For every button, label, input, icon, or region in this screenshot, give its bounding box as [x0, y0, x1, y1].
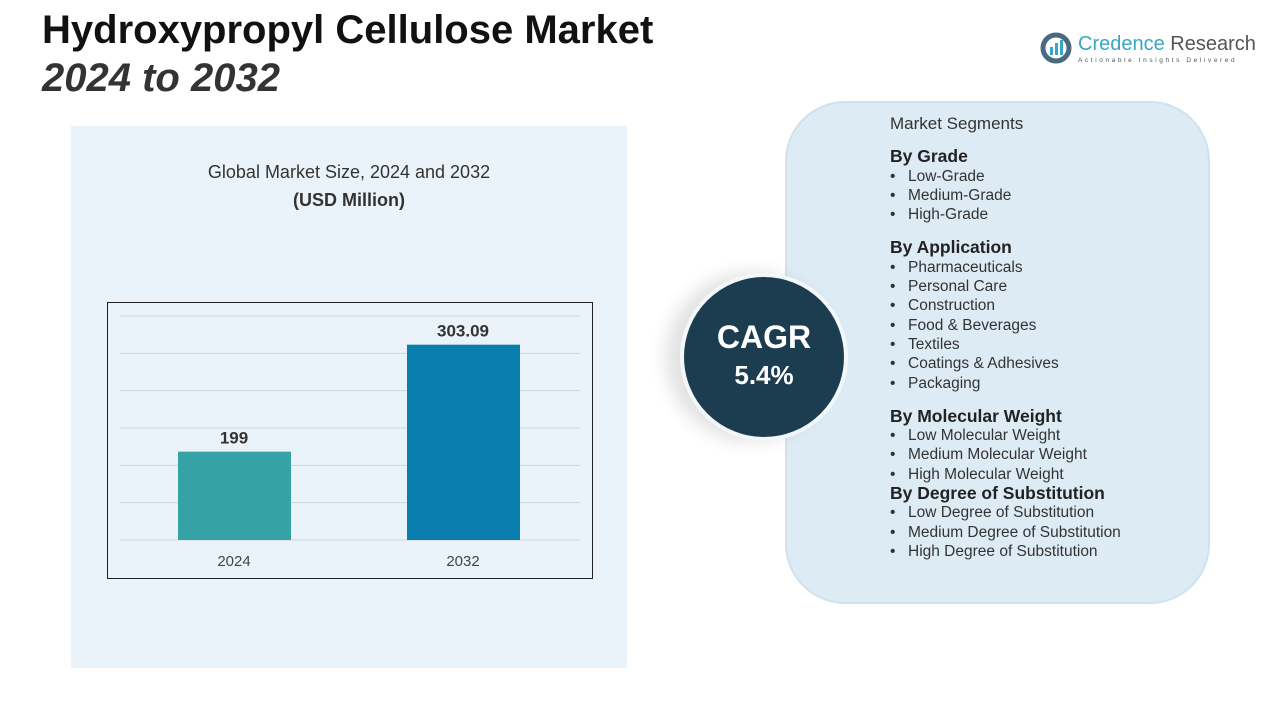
bar-chart: 199 2024 303.09 2032 — [120, 315, 580, 570]
logo-name-2: Research — [1170, 32, 1256, 55]
x-tick-label: 2024 — [217, 553, 250, 570]
segment-item: High Degree of Substitution — [890, 542, 1121, 562]
segments-heading: Market Segments — [890, 114, 1024, 133]
logo-name: Credence — [1078, 32, 1165, 55]
bar-2024 — [178, 451, 291, 540]
segment-item: Food & Beverages — [890, 316, 1121, 336]
x-tick-label: 2032 — [446, 553, 479, 570]
segment-item: High-Grade — [890, 205, 1121, 225]
cagr-label: CAGR — [716, 319, 812, 355]
segment-item: Medium-Grade — [890, 186, 1121, 206]
cagr-badge: CAGR 5.4% — [680, 273, 848, 441]
segment-group-title: By Grade — [890, 146, 968, 167]
chart-subtitle: (USD Million) — [293, 190, 405, 210]
segment-item: Medium Degree of Substitution — [890, 523, 1121, 543]
segments-list: Market Segments By GradeLow-GradeMedium-… — [890, 114, 1121, 562]
chart-title: Global Market Size, 2024 and 2032 — [207, 162, 491, 182]
segment-item: Construction — [890, 296, 1121, 316]
logo: Credence Research Actionable Insights De… — [1040, 32, 1256, 64]
data-label: 199 — [220, 429, 248, 448]
segment-group-title: By Degree of Substitution — [890, 483, 1105, 504]
plot-area: 199 2024 303.09 2032 — [107, 302, 593, 579]
segment-item: Low Molecular Weight — [890, 426, 1121, 446]
logo-icon — [1040, 32, 1072, 64]
logo-tagline: Actionable Insights Delivered — [1078, 56, 1238, 64]
bar-2032 — [407, 344, 520, 540]
segment-item: Coatings & Adhesives — [890, 354, 1121, 374]
segment-item: Textiles — [890, 335, 1121, 355]
segment-item: Pharmaceuticals — [890, 258, 1121, 278]
data-label: 303.09 — [437, 322, 489, 341]
page-title: Hydroxypropyl Cellulose Market — [42, 8, 654, 52]
cagr-value: 5.4% — [734, 360, 794, 390]
segment-item: Low Degree of Substitution — [890, 503, 1121, 523]
segment-item: High Molecular Weight — [890, 465, 1121, 485]
segment-item: Packaging — [890, 374, 1121, 394]
segment-group-title: By Application — [890, 237, 1012, 258]
page-subtitle: 2024 to 2032 — [42, 56, 280, 100]
segment-group-title: By Molecular Weight — [890, 405, 1062, 426]
segment-item: Personal Care — [890, 277, 1121, 297]
segment-item: Medium Molecular Weight — [890, 445, 1121, 465]
segment-item: Low-Grade — [890, 167, 1121, 187]
